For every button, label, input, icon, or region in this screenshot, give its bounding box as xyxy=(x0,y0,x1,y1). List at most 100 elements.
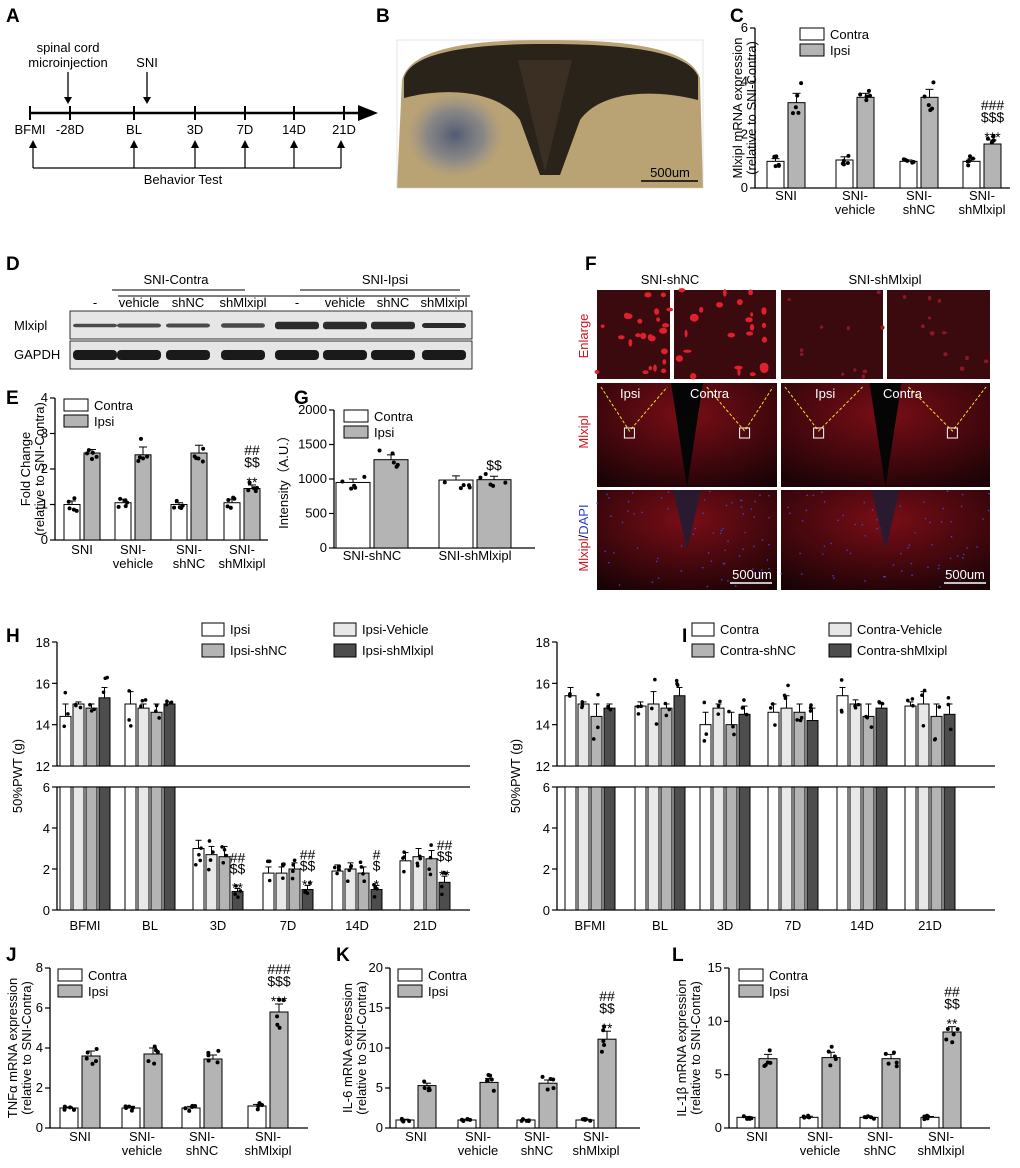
if-dapi-merge-shnc-66 xyxy=(712,532,715,534)
if-dapi-merge-shmlxipl-44 xyxy=(849,552,852,555)
if-dapi-merge-shmlxipl-32 xyxy=(876,527,878,530)
point-ipsi-1-4 xyxy=(864,98,869,103)
point-2-0-0 xyxy=(596,725,600,730)
lane-label-2: shNC xyxy=(172,295,205,310)
y-tick-label-4: 4 xyxy=(41,390,48,405)
bar-ipsi-0 xyxy=(81,1055,101,1129)
point-3-2-0 xyxy=(740,706,745,710)
point-3-3-2 xyxy=(303,890,307,894)
bar-upper-0-0 xyxy=(564,695,577,767)
if-box-ipsi-mlxipl-shnc xyxy=(623,427,635,439)
point-contra-3-0 xyxy=(228,505,233,510)
blot-row-mlxipl: Mlxipl xyxy=(14,318,47,333)
bar-lower-0-0 xyxy=(59,786,72,911)
if-dapi-merge-shnc-69 xyxy=(608,497,610,499)
point-contra-3-2 xyxy=(922,1117,927,1122)
point-contra-2-1 xyxy=(183,1106,188,1111)
legend-swatch-2 xyxy=(691,643,715,658)
bar-upper-2-5 xyxy=(930,715,943,767)
point-ipsi-2-1 xyxy=(931,80,936,85)
if-side-contra-2: Contra xyxy=(883,386,923,401)
y-tick-label-upper-2: 16 xyxy=(36,676,50,691)
if-cell-enlarge-shmlxipl-contra-3 xyxy=(928,316,932,320)
if-dapi-merge-shnc-6 xyxy=(761,569,763,571)
category-label-3-0: SNI- xyxy=(928,1129,954,1144)
point-contra-2-3 xyxy=(187,1108,192,1113)
if-dapi-merge-shmlxipl-42 xyxy=(899,505,902,507)
legend-label-0: Contra xyxy=(830,27,870,42)
if-dapi-merge-shnc-30 xyxy=(722,562,725,565)
category-label-1-1: vehicle xyxy=(113,556,153,571)
legend-swatch-0 xyxy=(799,27,825,41)
bar-lower-3-1 xyxy=(163,786,176,911)
if-cell-enlarge-shnc-ipsi-18 xyxy=(661,323,670,328)
point-3-3-0 xyxy=(808,709,813,713)
bar-ipsi-2 xyxy=(190,452,208,541)
if-cell-enlarge-shnc-ipsi-4 xyxy=(644,292,652,298)
point-contra-1-0 xyxy=(458,486,463,491)
if-cell-enlarge-shnc-ipsi-13 xyxy=(642,370,649,375)
bar-upper-3-2 xyxy=(738,713,751,767)
category-label-2-1: shNC xyxy=(173,556,206,571)
if-dapi-merge-shmlxipl-11 xyxy=(938,564,940,567)
point-2-5-1 xyxy=(429,843,433,847)
sig-mark-3-2: ** xyxy=(302,876,313,892)
point-0-4-3 xyxy=(337,867,341,872)
point-contra-2-2 xyxy=(172,505,177,510)
y-axis-label-1: (relative to SNI-Contra) xyxy=(32,402,47,536)
point-2-2-1 xyxy=(222,847,227,852)
point-ipsi-1-3 xyxy=(858,92,863,97)
point-ipsi-2-1 xyxy=(894,1060,899,1065)
if-dapi-merge-shmlxipl-6 xyxy=(864,580,866,582)
if-dapi-merge-shmlxipl-38 xyxy=(908,544,911,546)
bar-ipsi-1 xyxy=(134,454,152,541)
point-ipsi-1-3 xyxy=(832,1054,837,1059)
point-1-0-1 xyxy=(73,702,78,707)
lane-label-5: vehicle xyxy=(325,295,365,310)
point-ipsi-2-3 xyxy=(545,1087,550,1092)
if-cell-enlarge-shmlxipl-ipsi-9 xyxy=(819,325,824,329)
if-dapi-merge-shmlxipl-68 xyxy=(942,507,945,510)
point-contra-3-4 xyxy=(924,1113,929,1118)
sig-mark-3-0: ### xyxy=(981,97,1005,113)
if-dapi-merge-shnc-11 xyxy=(719,532,722,535)
point-3-3-1 xyxy=(808,705,813,710)
category-label-1: BL xyxy=(142,918,158,933)
if-dapi-merge-shnc-21 xyxy=(627,510,629,513)
legend-label-1: Ipsi xyxy=(374,425,394,440)
if-zoom-ipsi-mlxipl-shmlxipl xyxy=(784,386,863,432)
bar-ipsi-0 xyxy=(373,459,409,549)
panel-b: B 500um xyxy=(376,6,704,189)
point-contra-2-4 xyxy=(526,1118,531,1123)
behavior-arrow-head-5 xyxy=(337,140,345,148)
sig-mark-3-0: ## xyxy=(244,442,260,458)
legend-swatch-1 xyxy=(397,984,423,998)
if-dapi-merge-shnc-38 xyxy=(720,529,723,532)
if-cell-enlarge-shnc-ipsi-6 xyxy=(660,348,668,355)
if-dapi-merge-shnc-22 xyxy=(766,559,769,561)
if-row-mlxipl: Mlxipl xyxy=(576,415,591,448)
point-1-3-2 xyxy=(281,863,285,868)
category-label-3: 7D xyxy=(280,918,297,933)
bar-lower-0-2 xyxy=(699,786,712,911)
panel-j-label: J xyxy=(6,945,17,966)
point-2-5-2 xyxy=(428,872,433,877)
point-contra-1-4 xyxy=(116,504,121,509)
bar-lower-2-5 xyxy=(425,858,438,911)
if-dapi-merge-shmlxipl-17 xyxy=(884,575,886,578)
category-label-2-0: SNI- xyxy=(176,542,202,557)
if-cell-enlarge-shmlxipl-ipsi-3 xyxy=(876,290,881,295)
y-tick-label-lower-2: 4 xyxy=(43,821,50,836)
if-dapi-merge-shnc-51 xyxy=(768,516,770,519)
panel-l-label: L xyxy=(672,945,684,966)
point-3-5-2 xyxy=(946,696,951,700)
point-0-5-0 xyxy=(911,703,915,708)
if-cell-enlarge-shnc-contra-19 xyxy=(736,299,743,305)
point-0-1-0 xyxy=(127,689,131,693)
panel-c-label: C xyxy=(730,6,744,27)
point-ipsi-3-0 xyxy=(247,480,252,485)
if-dapi-merge-shmlxipl-29 xyxy=(911,574,913,577)
point-ipsi-3-2 xyxy=(601,1028,606,1033)
bar-lower-0-3 xyxy=(262,872,275,911)
lane-label-6: shNC xyxy=(377,295,410,310)
